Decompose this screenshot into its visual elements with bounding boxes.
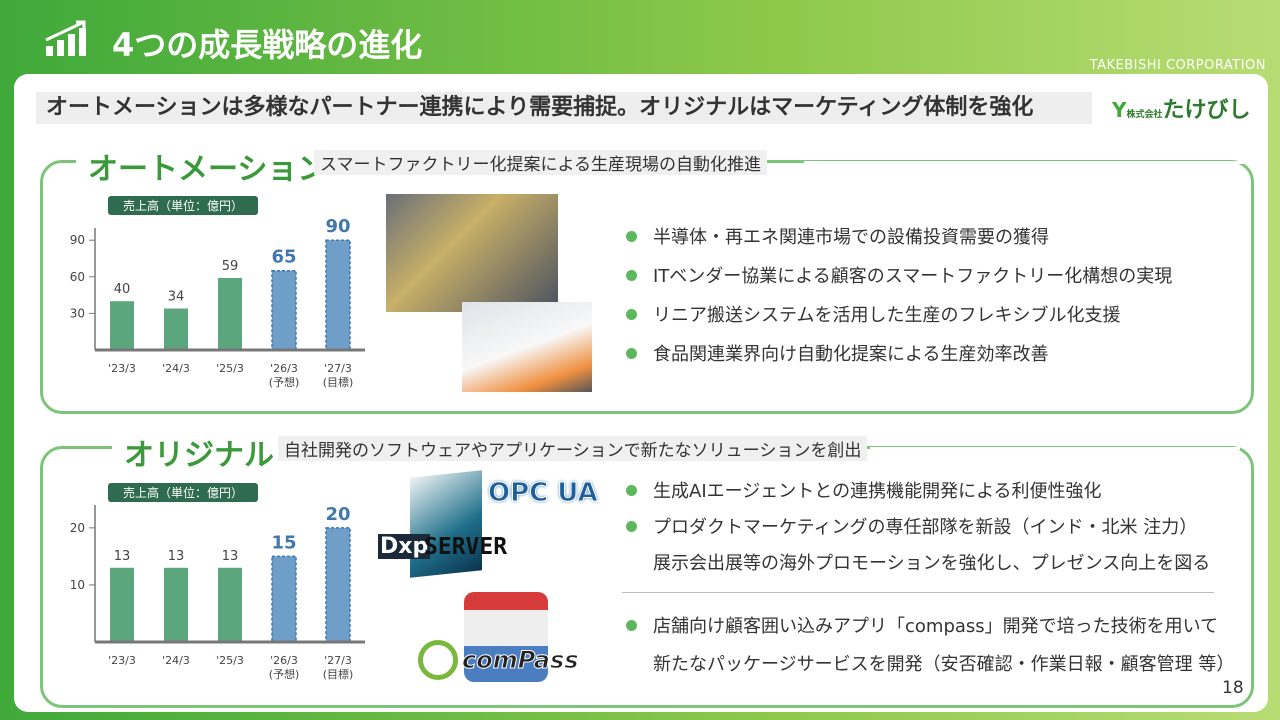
x-tick-label: '25/3 [216,654,244,667]
bar [271,555,297,643]
bar [110,301,134,350]
y-tick-label: 60 [70,270,85,284]
value-label: 59 [222,259,239,274]
logo-dxp: Dxp [378,534,431,559]
page-number: 18 [1222,678,1244,698]
robot-photo [386,194,558,312]
logo-text: たけびし [1162,98,1251,123]
logo: Y株式会社たけびし [1112,98,1251,123]
bar [164,308,188,350]
section-title: オリジナル [112,430,286,474]
bullet-list: 店舗向け顧客囲い込みアプリ「compass」開発で培った技術を用いて 新たなパッ… [626,608,1234,684]
company: TAKEBISHI CORPORATION [1089,58,1266,73]
x-tick-label: '25/3 [216,362,244,375]
y-label: 売上高（単位：億円） [123,198,243,213]
value-label: 20 [325,504,350,525]
section-title: オートメーション [76,144,340,188]
x-tick-label: '27/3 (目標) [323,362,354,389]
value-label: 65 [271,247,296,268]
logo-compass: comPass [462,646,580,675]
linear-photo [462,302,592,392]
bullet-list: 生成AIエージェントとの連携機能開発による利便性強化 プロダクトマーケティングの… [626,474,1210,582]
logo-small: 株式会社 [1126,110,1163,120]
x-tick-label: '24/3 [162,362,190,375]
x-tick-label: '27/3 (目標) [323,654,354,681]
value-label: 34 [168,290,185,305]
y-tick-label: 30 [70,306,85,320]
bullet: プロダクトマーケティングの専任部隊を新設（インド・北米 注力） [626,510,1210,546]
compass-icon [418,640,458,680]
bar [164,567,188,642]
bar [325,239,351,351]
bullet: 店舗向け顧客囲い込みアプリ「compass」開発で培った技術を用いて [626,608,1234,646]
logo-server: SERVER [424,534,508,560]
y-tick-label: 10 [70,578,85,592]
growth-icon [45,20,86,56]
y-tick-label: 90 [70,233,85,247]
divider [622,592,1214,593]
bullet-cont: 新たなパッケージサービスを開発（安否確認・作業日報・顧客管理 等） [653,654,1235,675]
bar [218,278,242,350]
x-tick-label: '23/3 [108,654,136,667]
value-label: 15 [271,532,296,553]
value-label: 13 [168,549,185,564]
y-tick-label: 20 [70,521,85,535]
headline: オートメーションは多様なパートナー連携により需要捕捉。オリジナルはマーケティング… [36,92,1092,124]
bullet: ITベンダー協業による顧客のスマートファクトリー化構想の実現 [626,257,1172,296]
section-subtitle: スマートファクトリー化提案による生産現場の自動化推進 [314,150,767,175]
value-label: 40 [114,282,131,297]
value-label: 13 [114,549,131,564]
bullet: 食品関連業界向け自動化提案による生産効率改善 [626,335,1172,374]
value-label: 90 [325,216,350,237]
y-label-box [108,196,258,215]
bullet: リニア搬送システムを活用した生産のフレキシブル化支援 [626,296,1172,335]
title: 4つの成長戦略の進化 [112,26,423,64]
y-label: 売上高（単位：億円） [123,485,243,500]
x-tick-label: '26/3 (予想) [269,362,300,389]
section-subtitle: 自社開発のソフトウェアやアプリケーションで新たなソリューションを創出 [278,436,868,461]
bar [110,567,134,642]
value-label: 13 [222,549,239,564]
x-tick-label: '23/3 [108,362,136,375]
app-screens [464,592,548,682]
bullet: 生成AIエージェントとの連携機能開発による利便性強化 [626,474,1210,510]
x-tick-label: '24/3 [162,654,190,667]
bullet-cont: 展示会出展等の海外プロモーションを強化し、プレゼンス向上を図る [653,553,1211,574]
bar [218,567,242,642]
y-label-box [108,483,258,502]
x-tick-label: '26/3 (予想) [269,654,300,681]
bullet: 半導体・再エネ関連市場での設備投資需要の獲得 [626,218,1172,257]
bar [325,527,351,643]
bar [271,269,297,351]
logo-opcua: OPC UA [488,478,599,509]
bullet-list: 半導体・再エネ関連市場での設備投資需要の獲得 ITベンダー協業による顧客のスマー… [626,218,1172,374]
